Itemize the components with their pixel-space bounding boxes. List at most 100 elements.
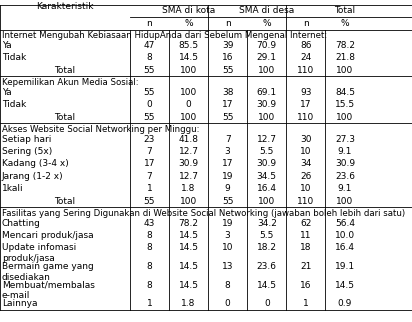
- Text: 14.5: 14.5: [178, 231, 199, 240]
- Text: 8: 8: [147, 53, 152, 62]
- Text: 55: 55: [222, 196, 233, 205]
- Text: 41.8: 41.8: [178, 135, 199, 144]
- Text: 34.5: 34.5: [257, 172, 277, 181]
- Text: 9: 9: [225, 184, 230, 193]
- Text: 7: 7: [225, 135, 230, 144]
- Text: Update infomasi
produk/jasa: Update infomasi produk/jasa: [2, 243, 76, 263]
- Text: Total: Total: [54, 66, 75, 75]
- Text: 19.1: 19.1: [335, 262, 355, 271]
- Text: Akses Website Social Networking per Minggu:: Akses Website Social Networking per Ming…: [2, 125, 199, 134]
- Text: 56.4: 56.4: [335, 219, 355, 228]
- Text: 55: 55: [222, 66, 233, 75]
- Text: 14.5: 14.5: [335, 281, 355, 290]
- Text: 86: 86: [300, 41, 311, 50]
- Text: 27.3: 27.3: [335, 135, 355, 144]
- Text: 24: 24: [300, 53, 311, 62]
- Text: 23.6: 23.6: [257, 262, 277, 271]
- Text: %: %: [262, 19, 271, 28]
- Text: Bermain game yang
disediakan: Bermain game yang disediakan: [2, 262, 94, 281]
- Text: 21.8: 21.8: [335, 53, 355, 62]
- Text: 30.9: 30.9: [257, 159, 277, 168]
- Text: 93: 93: [300, 88, 311, 97]
- Text: 38: 38: [222, 88, 233, 97]
- Text: 30: 30: [300, 135, 311, 144]
- Text: 1.8: 1.8: [181, 299, 196, 308]
- Text: 47: 47: [144, 41, 155, 50]
- Text: n: n: [303, 19, 309, 28]
- Text: 100: 100: [258, 113, 275, 121]
- Text: 100: 100: [258, 196, 275, 205]
- Text: Tidak: Tidak: [2, 53, 26, 62]
- Text: 0: 0: [147, 100, 152, 109]
- Text: 0: 0: [264, 299, 269, 308]
- Text: 19: 19: [222, 219, 233, 228]
- Text: 8: 8: [147, 262, 152, 271]
- Text: 85.5: 85.5: [178, 41, 199, 50]
- Text: 18: 18: [300, 243, 311, 252]
- Text: n: n: [147, 19, 152, 28]
- Text: 3: 3: [225, 147, 230, 156]
- Text: 1: 1: [303, 299, 309, 308]
- Text: 55: 55: [144, 66, 155, 75]
- Text: Kadang (3-4 x): Kadang (3-4 x): [2, 159, 68, 168]
- Text: 23.6: 23.6: [335, 172, 355, 181]
- Text: 9.1: 9.1: [338, 184, 352, 193]
- Text: 21: 21: [300, 262, 311, 271]
- Text: Kepemilikan Akun Media Sosial:: Kepemilikan Akun Media Sosial:: [2, 78, 138, 87]
- Text: 16.4: 16.4: [335, 243, 355, 252]
- Text: 17: 17: [144, 159, 155, 168]
- Text: Internet Mengubah Kebiasaan HidupAnda dari Sebelum Mengenal Internet:: Internet Mengubah Kebiasaan HidupAnda da…: [2, 31, 327, 40]
- Text: 43: 43: [144, 219, 155, 228]
- Text: 55: 55: [144, 113, 155, 121]
- Text: 100: 100: [337, 196, 353, 205]
- Text: SMA di kota: SMA di kota: [162, 6, 215, 15]
- Text: 110: 110: [297, 66, 314, 75]
- Text: 17: 17: [300, 100, 311, 109]
- Text: 0: 0: [225, 299, 230, 308]
- Text: 55: 55: [144, 196, 155, 205]
- Text: 16: 16: [300, 281, 311, 290]
- Text: Total: Total: [54, 196, 75, 205]
- Text: 84.5: 84.5: [335, 88, 355, 97]
- Text: 16.4: 16.4: [257, 184, 277, 193]
- Text: Chatting: Chatting: [2, 219, 40, 228]
- Text: 8: 8: [147, 281, 152, 290]
- Text: Membuat/membalas
e-mail: Membuat/membalas e-mail: [2, 281, 94, 300]
- Text: Jarang (1-2 x): Jarang (1-2 x): [2, 172, 63, 181]
- Text: 0.9: 0.9: [338, 299, 352, 308]
- Text: 8: 8: [225, 281, 230, 290]
- Text: 1kali: 1kali: [2, 184, 23, 193]
- Text: 30.9: 30.9: [335, 159, 355, 168]
- Text: 62: 62: [300, 219, 311, 228]
- Text: 3: 3: [225, 231, 230, 240]
- Text: %: %: [341, 19, 349, 28]
- Text: %: %: [184, 19, 193, 28]
- Text: 10.0: 10.0: [335, 231, 355, 240]
- Text: 7: 7: [147, 147, 152, 156]
- Text: Total: Total: [335, 6, 356, 15]
- Text: 69.1: 69.1: [257, 88, 277, 97]
- Text: 10: 10: [300, 147, 311, 156]
- Text: Total: Total: [54, 113, 75, 121]
- Text: 11: 11: [300, 231, 311, 240]
- Text: 100: 100: [337, 66, 353, 75]
- Text: Mencari produk/jasa: Mencari produk/jasa: [2, 231, 93, 240]
- Text: 12.7: 12.7: [257, 135, 277, 144]
- Text: 8: 8: [147, 231, 152, 240]
- Text: 7: 7: [147, 172, 152, 181]
- Text: 10: 10: [222, 243, 233, 252]
- Text: 9.1: 9.1: [338, 147, 352, 156]
- Text: 16: 16: [222, 53, 233, 62]
- Text: 23: 23: [144, 135, 155, 144]
- Text: 10: 10: [300, 184, 311, 193]
- Text: SMA di desa: SMA di desa: [239, 6, 295, 15]
- Text: 39: 39: [222, 41, 233, 50]
- Text: 12.7: 12.7: [178, 172, 199, 181]
- Text: 12.7: 12.7: [178, 147, 199, 156]
- Text: 78.2: 78.2: [178, 219, 199, 228]
- Text: 100: 100: [180, 113, 197, 121]
- Text: 26: 26: [300, 172, 311, 181]
- Text: 29.1: 29.1: [257, 53, 277, 62]
- Text: 70.9: 70.9: [257, 41, 277, 50]
- Text: Sering (5x): Sering (5x): [2, 147, 52, 156]
